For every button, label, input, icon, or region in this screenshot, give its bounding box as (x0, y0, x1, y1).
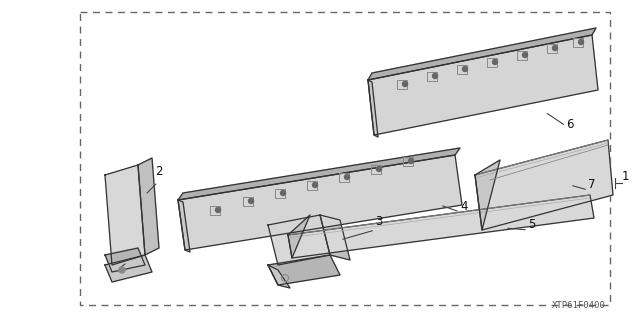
Polygon shape (288, 215, 310, 258)
Bar (427, 72, 437, 81)
Bar (339, 173, 349, 182)
Polygon shape (475, 140, 613, 230)
Polygon shape (475, 160, 500, 230)
Text: 2: 2 (155, 165, 163, 178)
Circle shape (493, 60, 497, 64)
Bar (397, 80, 407, 89)
Circle shape (433, 73, 438, 78)
Text: 6: 6 (566, 118, 573, 131)
Polygon shape (268, 215, 330, 265)
Text: 7: 7 (588, 178, 595, 191)
Text: XTP61F0400: XTP61F0400 (552, 301, 605, 310)
Polygon shape (368, 35, 598, 135)
Polygon shape (105, 255, 152, 282)
Circle shape (463, 66, 467, 71)
Bar (243, 197, 253, 206)
Polygon shape (138, 158, 159, 255)
Bar (457, 65, 467, 74)
Polygon shape (368, 80, 378, 137)
Bar (487, 58, 497, 67)
Circle shape (552, 46, 557, 50)
Polygon shape (368, 28, 596, 80)
Circle shape (248, 198, 253, 204)
Circle shape (376, 167, 381, 172)
Text: 4: 4 (460, 200, 467, 213)
Circle shape (312, 182, 317, 188)
Bar (573, 38, 583, 47)
Circle shape (216, 207, 221, 212)
Circle shape (344, 174, 349, 180)
Bar (517, 51, 527, 60)
Polygon shape (178, 155, 462, 250)
Polygon shape (178, 148, 460, 200)
Polygon shape (105, 248, 145, 272)
Polygon shape (268, 255, 340, 285)
Circle shape (522, 53, 527, 57)
Text: 3: 3 (375, 215, 382, 228)
Polygon shape (268, 265, 290, 288)
Bar (371, 165, 381, 174)
Polygon shape (105, 165, 145, 265)
Text: 1: 1 (622, 170, 630, 183)
Polygon shape (288, 195, 594, 258)
Circle shape (579, 40, 584, 44)
Circle shape (119, 267, 125, 273)
Circle shape (403, 81, 408, 86)
Circle shape (408, 159, 413, 164)
Circle shape (280, 190, 285, 196)
Bar (80, 12, 610, 305)
Text: 5: 5 (528, 218, 536, 231)
Bar (210, 206, 220, 215)
Bar (307, 181, 317, 190)
Bar (275, 189, 285, 198)
Bar (547, 44, 557, 53)
Polygon shape (178, 200, 190, 252)
Polygon shape (320, 215, 350, 260)
Bar (403, 157, 413, 166)
